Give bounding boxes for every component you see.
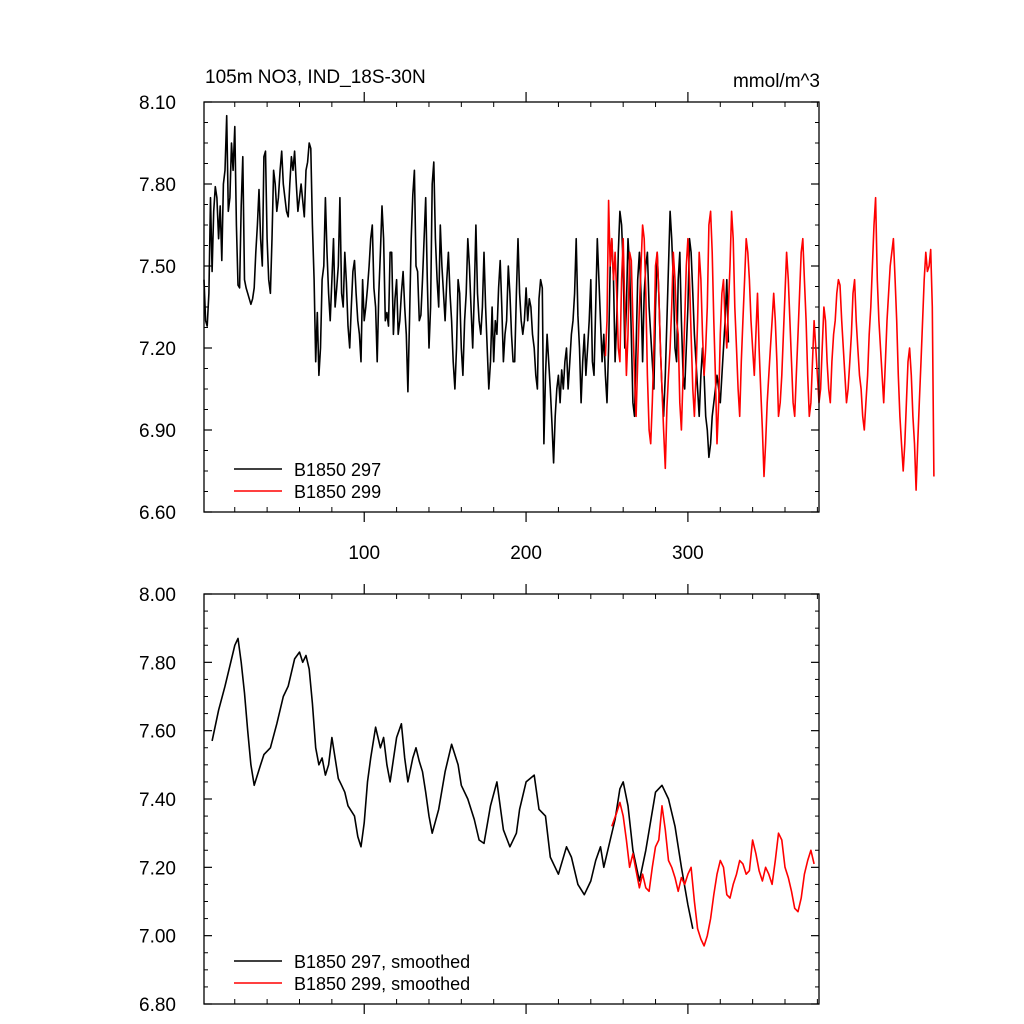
axis-ticks — [204, 92, 819, 522]
y-tick-label: 7.00 — [139, 927, 176, 948]
y-tick-labels: 6.60 6.90 7.20 7.50 7.80 8.10 — [139, 93, 176, 524]
y-tick-label: 6.80 — [139, 995, 176, 1016]
y-tick-label: 7.50 — [139, 257, 176, 278]
legend-label: B1850 299, smoothed — [294, 974, 470, 994]
y-tick-label: 7.40 — [139, 790, 176, 811]
plot-frame — [203, 593, 820, 1005]
legend: B1850 297 B1850 299 — [234, 460, 381, 502]
y-tick-label: 6.60 — [139, 503, 176, 524]
y-tick-label: 6.90 — [139, 421, 176, 442]
x-tick-label: 300 — [672, 543, 704, 564]
y-tick-label: 8.00 — [139, 585, 176, 606]
y-tick-label: 7.80 — [139, 653, 176, 674]
series-lines — [203, 114, 935, 491]
units-label: mmol/m^3 — [733, 71, 820, 92]
y-tick-label: 7.80 — [139, 175, 176, 196]
x-tick-label: 200 — [510, 543, 542, 564]
bottom-panel: 6.80 7.00 7.20 7.40 7.60 7.80 8.00 B1850 297, … — [139, 584, 820, 1016]
legend-label: B1850 297 — [294, 460, 381, 480]
x-tick-label: 100 — [348, 543, 380, 564]
axis-ticks — [204, 584, 819, 1014]
series-b1850-299-smoothed-line — [611, 801, 815, 947]
x-tick-labels: 100 200 300 — [348, 543, 703, 564]
legend-label: B1850 299 — [294, 482, 381, 502]
legend: B1850 297, smoothed B1850 299, smoothed — [234, 952, 470, 994]
series-b1850-297-smoothed-line — [211, 637, 694, 929]
plot-frame — [203, 101, 820, 513]
series-b1850-297-line — [203, 114, 730, 464]
y-tick-label: 8.10 — [139, 93, 176, 114]
series-lines — [211, 637, 815, 947]
series-b1850-299-line — [604, 196, 935, 491]
legend-label: B1850 297, smoothed — [294, 952, 470, 972]
chart-title: 105m NO3, IND_18S-30N — [205, 67, 426, 88]
y-tick-labels: 6.80 7.00 7.20 7.40 7.60 7.80 8.00 — [139, 585, 176, 1016]
top-panel: 105m NO3, IND_18S-30N mmol/m^3 6.60 6.90 7… — [139, 67, 935, 564]
y-tick-label: 7.20 — [139, 339, 176, 360]
y-tick-label: 7.20 — [139, 858, 176, 879]
y-tick-label: 7.60 — [139, 722, 176, 743]
